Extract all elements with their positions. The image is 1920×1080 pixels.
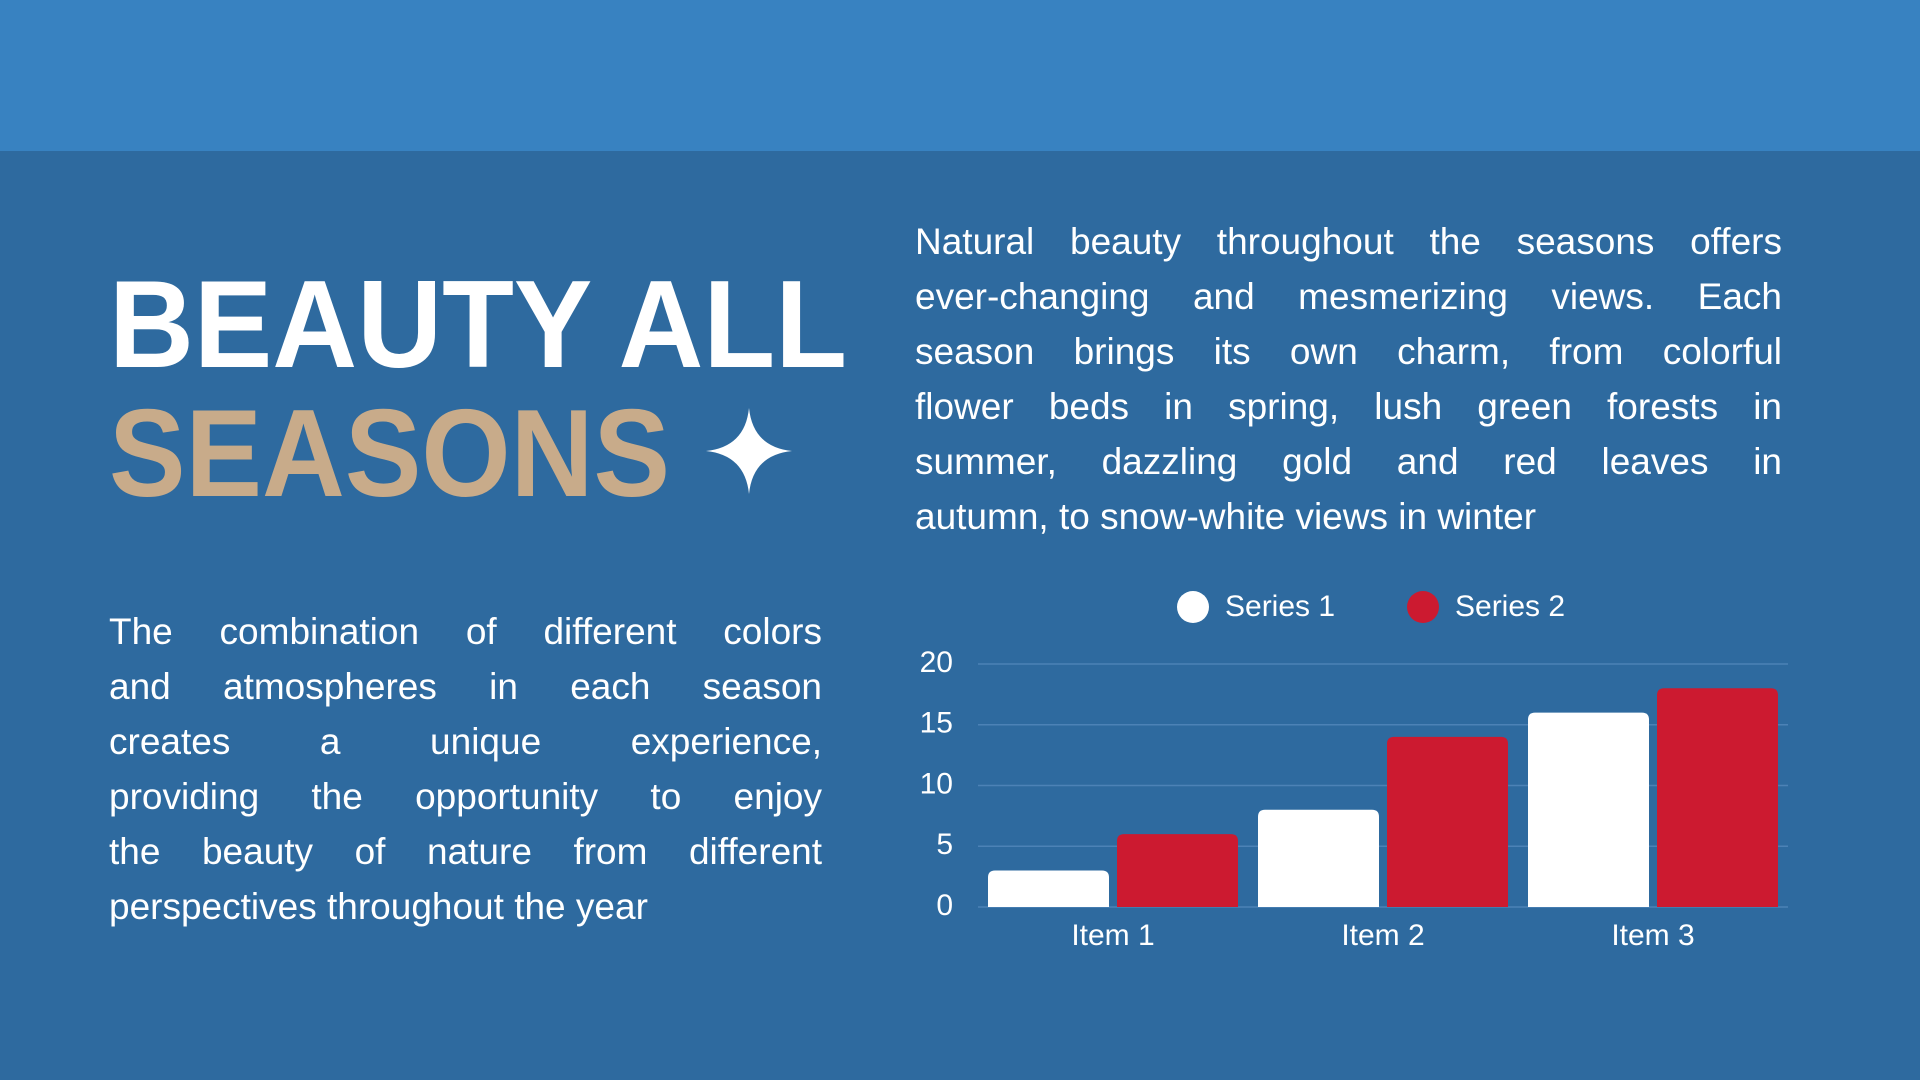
- bar: [1387, 736, 1508, 907]
- text-line: flower beds in spring, lush green forest…: [915, 386, 1782, 427]
- text-line: perspectives throughout the year: [109, 886, 648, 927]
- body-paragraph: The combination of different colors and a…: [109, 604, 822, 934]
- text-line: season brings its own charm, from colorf…: [915, 331, 1782, 372]
- bar: [1657, 688, 1778, 907]
- y-tick-label: 15: [920, 707, 953, 740]
- title-line-1: BEAUTY ALL: [109, 256, 847, 394]
- text-line: ever-changing and mesmerizing views. Eac…: [915, 276, 1782, 317]
- y-tick-label: 10: [920, 767, 953, 800]
- text-line: the beauty of nature from different: [109, 831, 822, 872]
- x-tick-label: Item 2: [1341, 919, 1424, 952]
- text-line: and atmospheres in each season: [109, 666, 822, 707]
- intro-paragraph: Natural beauty throughout the seasons of…: [915, 214, 1782, 544]
- title-line-2: SEASONS: [109, 385, 670, 523]
- top-band: [0, 0, 1920, 151]
- bar: [1528, 712, 1649, 907]
- y-tick-label: 20: [920, 646, 953, 679]
- bar: [988, 870, 1109, 907]
- text-line: summer, dazzling gold and red leaves in: [915, 441, 1782, 482]
- text-line: Natural beauty throughout the seasons of…: [915, 221, 1782, 262]
- text-line: autumn, to snow-white views in winter: [915, 496, 1537, 537]
- bar: [1258, 809, 1379, 907]
- y-tick-label: 0: [936, 889, 953, 922]
- legend-marker: [1177, 591, 1209, 623]
- y-tick-label: 5: [936, 828, 953, 861]
- bar: [1117, 834, 1238, 907]
- x-tick-label: Item 1: [1071, 919, 1154, 952]
- legend-label: Series 2: [1455, 590, 1565, 623]
- sparkle-icon: [706, 408, 792, 494]
- text-line: creates a unique experience,: [109, 721, 822, 762]
- legend-label: Series 1: [1225, 590, 1335, 623]
- legend-marker: [1407, 591, 1439, 623]
- x-tick-label: Item 3: [1611, 919, 1694, 952]
- text-line: providing the opportunity to enjoy: [109, 776, 822, 817]
- text-line: The combination of different colors: [109, 611, 822, 652]
